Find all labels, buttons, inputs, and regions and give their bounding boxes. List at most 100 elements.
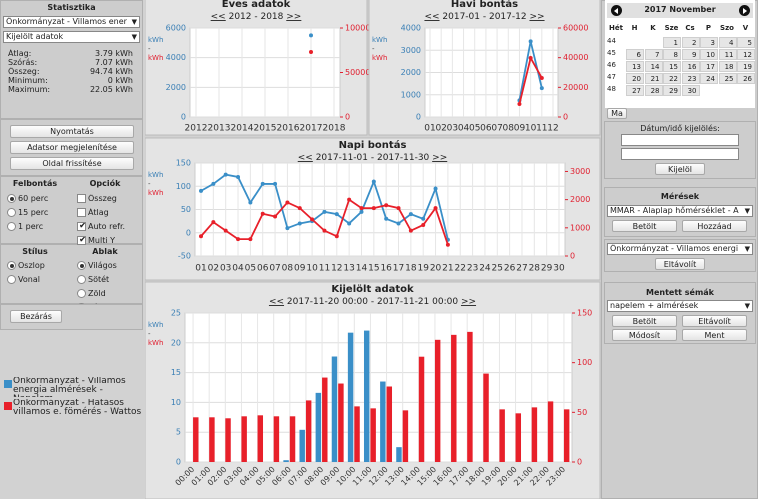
x-tick-label: 03 [447, 124, 458, 134]
nav-next[interactable]: >> [529, 12, 544, 22]
bar [322, 377, 328, 462]
button[interactable]: Hozzáad [682, 220, 747, 232]
y-tick-label: 3000 [401, 46, 421, 55]
day[interactable]: 30 [681, 85, 700, 96]
button[interactable]: Adatsor megjelenítése [10, 141, 134, 154]
x-tick-label: 2016 [277, 124, 300, 134]
day[interactable]: 2 [681, 37, 700, 48]
y-tick-label: -50 [178, 252, 191, 261]
day[interactable]: 7 [644, 49, 663, 60]
button[interactable]: Ment [682, 329, 747, 341]
chk[interactable] [77, 208, 86, 217]
x-tick-label: 06 [257, 264, 269, 274]
calendar-nav[interactable] [611, 5, 622, 16]
point [322, 228, 327, 233]
option-label: Sötét [88, 275, 110, 284]
day[interactable]: 13 [626, 61, 644, 72]
radio[interactable] [7, 222, 16, 231]
radio[interactable] [77, 289, 86, 298]
nav-prev[interactable]: << [269, 297, 284, 307]
day[interactable]: 10 [700, 49, 718, 60]
x-tick-label: 12 [331, 264, 342, 274]
y-tick-label: 0 [416, 113, 421, 122]
y-tick-label: 50 [181, 205, 191, 214]
day[interactable]: 4 [718, 37, 737, 48]
week-number: 48 [607, 85, 616, 93]
measure-select[interactable]: MMAR - Alaplap hőmérséklet - A [607, 205, 753, 217]
bar [315, 392, 322, 462]
y2-tick-label: 50000 [345, 68, 370, 77]
radio[interactable] [77, 261, 86, 270]
day[interactable]: 1 [663, 37, 681, 48]
nav-prev[interactable]: << [424, 12, 439, 22]
date-input[interactable] [621, 134, 739, 146]
remove-button[interactable]: Eltávolít [655, 258, 705, 270]
day[interactable]: 5 [737, 37, 755, 48]
day[interactable]: 6 [626, 49, 644, 60]
day[interactable]: 26 [737, 73, 755, 84]
day[interactable]: 12 [737, 49, 755, 60]
button[interactable]: Betölt [612, 220, 677, 232]
bar [241, 416, 247, 462]
option-label: Zöld [88, 289, 106, 298]
nav-prev[interactable]: << [211, 12, 226, 22]
nav-prev[interactable]: << [298, 153, 313, 163]
day[interactable]: 15 [663, 61, 681, 72]
day[interactable]: 8 [663, 49, 681, 60]
bar [289, 416, 296, 462]
close-button[interactable]: Bezárás [10, 310, 62, 323]
chk[interactable]: ✔ [77, 236, 86, 245]
x-tick-label: 16 [380, 264, 392, 274]
point [396, 221, 401, 226]
button[interactable]: Oldal frissítése [10, 157, 134, 170]
select-button[interactable]: Kijelöl [655, 163, 705, 175]
radio[interactable] [7, 275, 16, 284]
day[interactable]: 23 [681, 73, 700, 84]
day[interactable]: 11 [718, 49, 737, 60]
day[interactable]: 28 [644, 85, 663, 96]
day[interactable]: 21 [644, 73, 663, 84]
y-tick-label: 15 [171, 368, 181, 377]
scope-select[interactable]: Kijelölt adatok [3, 31, 140, 43]
day[interactable]: 9 [681, 49, 700, 60]
radio[interactable] [7, 208, 16, 217]
day[interactable]: 16 [681, 61, 700, 72]
y-tick-label: 5 [176, 428, 181, 437]
y2-tick-label: 100 [577, 358, 592, 367]
button[interactable]: Eltávolít [682, 315, 747, 327]
radio[interactable] [77, 275, 86, 284]
nav-range: 2017-11-01 - 2017-11-30 [316, 153, 430, 163]
chk[interactable] [77, 194, 86, 203]
day[interactable]: 25 [718, 73, 737, 84]
day[interactable]: 14 [644, 61, 663, 72]
date-input[interactable] [621, 148, 739, 160]
radio[interactable] [7, 194, 16, 203]
today-button[interactable]: Ma [607, 108, 627, 119]
calendar-nav[interactable] [739, 5, 750, 16]
day[interactable]: 17 [700, 61, 718, 72]
chk[interactable]: ✔ [77, 222, 86, 231]
button[interactable]: Módosít [612, 329, 677, 341]
button[interactable]: Betölt [612, 315, 677, 327]
active-select[interactable]: Önkormányzat - Villamos energi [607, 243, 753, 255]
day[interactable]: 22 [663, 73, 681, 84]
bar [451, 334, 457, 462]
stat-value: 94.74 kWh [89, 67, 133, 76]
button[interactable]: Nyomtatás [10, 125, 134, 138]
day[interactable]: 27 [626, 85, 644, 96]
day[interactable]: 29 [663, 85, 681, 96]
nav-next[interactable]: >> [432, 153, 447, 163]
day[interactable]: 19 [737, 61, 755, 72]
nav-next[interactable]: >> [461, 297, 476, 307]
day[interactable]: 24 [700, 73, 718, 84]
day[interactable]: 18 [718, 61, 737, 72]
series-select[interactable]: Önkormányzat - Villamos ener [3, 16, 140, 28]
radio[interactable] [7, 261, 16, 270]
nav-next[interactable]: >> [286, 12, 301, 22]
day[interactable]: 3 [700, 37, 718, 48]
point [236, 174, 241, 179]
saved-select[interactable]: napelem + almérések [607, 300, 753, 312]
day[interactable]: 20 [626, 73, 644, 84]
x-tick-label: 20 [430, 264, 442, 274]
